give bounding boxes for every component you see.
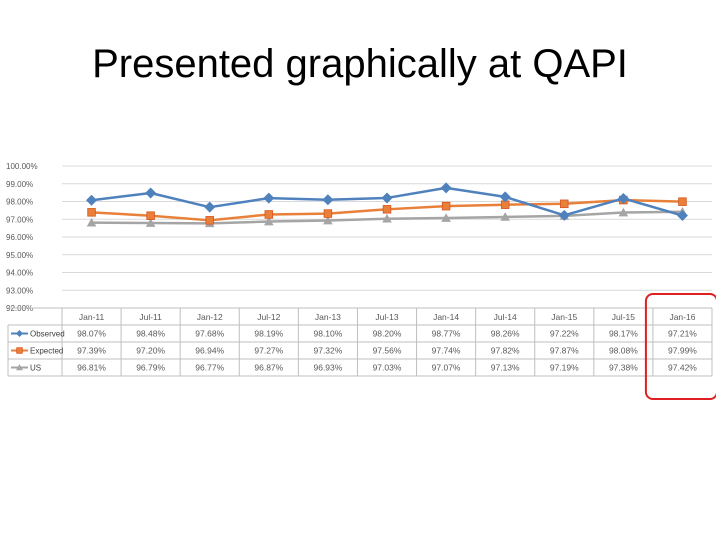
x-category-label: Jan-14 [433,312,459,322]
x-category-label: Jan-13 [315,312,341,322]
data-table-value: 98.07% [77,329,106,339]
data-point [499,191,511,203]
data-table-value: 97.42% [668,363,697,373]
data-table-value: 96.94% [195,346,224,356]
data-table-value: 97.82% [491,346,520,356]
data-point [87,208,96,217]
data-table-value: 97.27% [254,346,283,356]
data-table-value: 96.87% [254,363,283,373]
data-table-value: 98.19% [254,329,283,339]
data-table-value: 97.74% [432,346,461,356]
data-table-value: 97.99% [668,346,697,356]
data-table-value: 97.07% [432,363,461,373]
data-point [86,194,98,206]
y-tick-label: 95.00% [6,251,33,260]
data-table-value: 98.77% [432,329,461,339]
y-tick-label: 98.00% [6,198,33,207]
y-tick-label: 100.00% [6,162,38,171]
y-tick-label: 94.00% [6,269,33,278]
data-point [678,197,687,206]
data-point [500,212,510,221]
data-point [382,213,392,223]
data-table-value: 97.22% [550,329,579,339]
x-category-label: Jan-15 [551,312,577,322]
data-point [16,347,23,354]
y-tick-label: 96.00% [6,233,33,242]
y-tick-label: 97.00% [6,215,33,224]
legend-label: Observed [30,330,65,339]
data-point [323,209,333,218]
data-table-value: 98.08% [609,346,638,356]
legend-label: Expected [30,347,63,356]
data-point [558,209,570,221]
data-point [264,216,274,226]
data-table-value: 98.26% [491,329,520,339]
data-point [263,192,275,204]
data-point [323,215,333,225]
x-category-label: Jul-12 [257,312,280,322]
data-point [146,211,155,220]
data-point [441,201,451,211]
data-table-value: 97.38% [609,363,638,373]
data-point [204,201,216,213]
data-table-value: 98.17% [609,329,638,339]
data-table-value: 98.20% [373,329,402,339]
data-point [676,210,688,222]
legend-label: US [30,364,41,373]
slide-title: Presented graphically at QAPI [92,42,628,86]
data-table-value: 97.56% [373,346,402,356]
data-point [381,192,393,204]
chart-container: 100.00% 99.00% 98.00% 97.00% 96.00% 95.00% 94.… [0,158,719,408]
data-point [264,210,274,219]
x-category-label: Jan-11 [79,312,105,322]
y-tick-label: 99.00% [6,180,33,189]
data-table-value: 97.13% [491,363,520,373]
data-point [618,207,629,217]
data-point [441,213,451,222]
data-table-value: 96.77% [195,363,224,373]
line-chart: 100.00% 99.00% 98.00% 97.00% 96.00% 95.00% 94.… [6,162,719,400]
data-point [205,216,214,225]
x-category-label: Jul-11 [139,312,162,322]
data-point [16,330,23,337]
x-category-label: Jul-14 [494,312,517,322]
data-table-value: 97.68% [195,329,224,339]
data-point [16,364,23,371]
data-point [560,199,569,209]
x-category-label: Jan-16 [669,312,695,322]
data-point [617,192,629,204]
x-category-label: Jul-15 [612,312,635,322]
data-table-value: 98.48% [136,329,165,339]
y-tick-label: 93.00% [6,286,33,295]
data-table-value: 97.20% [136,346,165,356]
x-category-label: Jul-13 [375,312,398,322]
data-point [322,194,334,206]
data-point [145,187,157,199]
data-table-value: 97.03% [373,363,402,373]
data-point [145,218,156,227]
data-table-value: 97.21% [668,329,697,339]
data-point [382,205,392,214]
data-table-value: 98.10% [313,329,342,339]
data-point [440,182,452,194]
data-table-value: 97.32% [313,346,342,356]
data-table-value: 97.19% [550,363,579,373]
data-table-value: 96.93% [313,363,342,373]
data-table-value: 96.81% [77,363,106,373]
data-table-value: 96.79% [136,363,165,373]
data-table-value: 97.39% [77,346,106,356]
data-table-value: 97.87% [550,346,579,356]
data-point [86,217,97,227]
x-category-label: Jan-12 [197,312,223,322]
